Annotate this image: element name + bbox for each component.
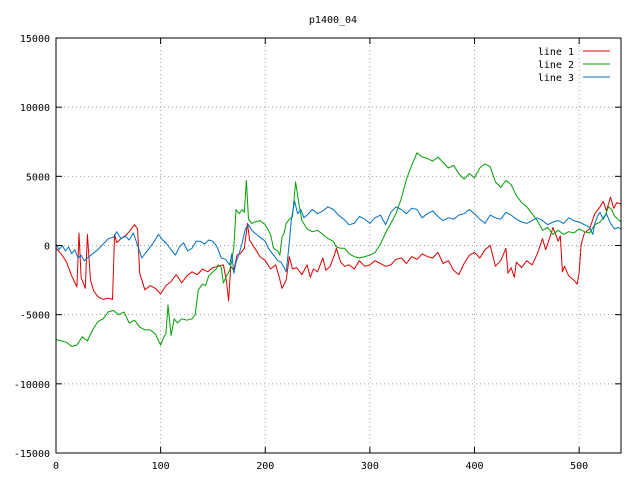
- legend-label: line 2: [538, 60, 574, 71]
- chart-title: p1400_04: [309, 15, 357, 26]
- grid: [56, 38, 621, 453]
- series-line-2: [55, 152, 622, 347]
- legend-label: line 3: [538, 73, 574, 84]
- series-line-1: [55, 196, 622, 302]
- x-tick-label: 400: [465, 461, 483, 472]
- x-tick-label: 0: [53, 461, 59, 472]
- y-tick-label: 15000: [20, 34, 50, 45]
- x-tick-label: 200: [256, 461, 274, 472]
- y-tick-label: 5000: [26, 172, 50, 183]
- x-tick-label: 100: [152, 461, 170, 472]
- axis-ticks: 0 100 200 300 400 500 -15000 -10000 -5000 0 5000 10…: [14, 34, 621, 472]
- y-tick-label: 10000: [20, 103, 50, 114]
- y-tick-label: -5000: [20, 311, 50, 322]
- y-tick-label: -10000: [14, 380, 50, 391]
- y-tick-label: 0: [44, 242, 50, 253]
- series-group: [55, 152, 622, 347]
- y-tick-label: -15000: [14, 449, 50, 460]
- legend: line 1 line 2 line 3: [538, 47, 610, 84]
- legend-label: line 1: [538, 47, 574, 58]
- x-tick-label: 500: [570, 461, 588, 472]
- series-line-3: [55, 200, 622, 274]
- x-tick-label: 300: [361, 461, 379, 472]
